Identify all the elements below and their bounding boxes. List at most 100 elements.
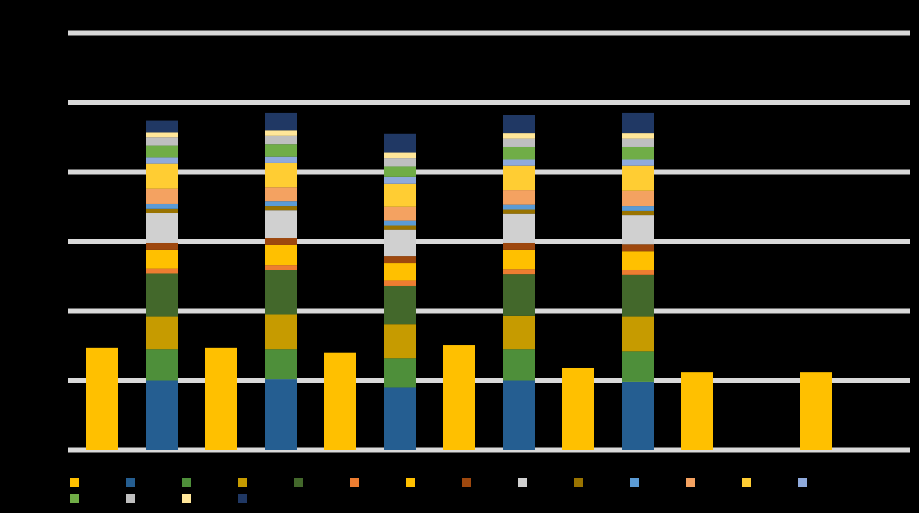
stack-segment: [503, 242, 535, 250]
stack-segment: [265, 379, 297, 450]
stack-segment: [622, 206, 654, 211]
stack-segment: [622, 351, 654, 382]
stack-segment: [622, 112, 654, 134]
stack-segment: [265, 269, 297, 315]
stack-segment: [384, 263, 416, 281]
stack-segment: [384, 225, 416, 230]
bar: [205, 347, 237, 450]
stack-segment: [265, 349, 297, 380]
stack-segment: [265, 112, 297, 131]
stack-segment: [622, 269, 654, 275]
stack-segment: [384, 133, 416, 153]
stack-segment: [265, 314, 297, 350]
legend-swatch: [742, 478, 751, 487]
stack-segment: [384, 220, 416, 226]
stack-segment: [146, 132, 178, 138]
bar: [681, 372, 713, 450]
stack-segment: [384, 387, 416, 450]
stack-segment: [146, 208, 178, 214]
stack-segment: [622, 190, 654, 207]
legend-swatch: [406, 478, 415, 487]
legend-swatch: [630, 478, 639, 487]
stack-segment: [503, 115, 535, 134]
legend-swatch: [126, 494, 135, 503]
stack-segment: [503, 146, 535, 160]
stack-segment: [622, 381, 654, 450]
stack-segment: [622, 146, 654, 160]
stack-segment: [265, 135, 297, 145]
stack-segment: [265, 187, 297, 202]
stack-segment: [622, 316, 654, 352]
legend-swatch: [182, 494, 191, 503]
stack-segment: [265, 238, 297, 245]
stack-segment: [146, 188, 178, 204]
stack-segment: [384, 152, 416, 159]
stack-segment: [622, 244, 654, 252]
stack-segment: [265, 130, 297, 136]
stack-segment: [146, 120, 178, 133]
stack-segment: [384, 166, 416, 177]
stack-segment: [146, 213, 178, 243]
stack-segment: [265, 244, 297, 266]
legend-swatch: [126, 478, 135, 487]
stack-segment: [503, 209, 535, 214]
stack-segment: [146, 203, 178, 209]
legend-swatch: [350, 478, 359, 487]
stack-segment: [384, 285, 416, 325]
stack-segment: [265, 206, 297, 211]
stack-segment: [384, 358, 416, 388]
legend-swatch: [686, 478, 695, 487]
stack-segment: [503, 204, 535, 210]
legend-swatch: [182, 478, 191, 487]
legend-swatch: [70, 478, 79, 487]
bar: [324, 352, 356, 450]
stack-segment: [622, 133, 654, 139]
legend-swatch: [294, 478, 303, 487]
bar: [562, 367, 594, 450]
stack-segment: [622, 274, 654, 317]
stack-segment: [146, 349, 178, 381]
stack-segment: [265, 162, 297, 188]
stack-segment: [503, 138, 535, 147]
bar: [800, 372, 832, 450]
stack-segment: [146, 249, 178, 269]
stack-segment: [622, 210, 654, 216]
stack-segment: [146, 163, 178, 189]
stack-segment: [503, 165, 535, 191]
stack-segment: [503, 249, 535, 270]
stack-segment: [503, 133, 535, 139]
stack-segment: [384, 324, 416, 359]
stack-segment: [384, 229, 416, 257]
stack-segment: [622, 165, 654, 191]
stack-segment: [265, 144, 297, 157]
stack-segment: [503, 269, 535, 275]
stack-segment: [622, 159, 654, 166]
bar: [443, 345, 475, 450]
stack-segment: [265, 156, 297, 163]
stack-segment: [503, 213, 535, 243]
stack-segment: [265, 201, 297, 207]
legend-swatch: [518, 478, 527, 487]
stack-segment: [384, 183, 416, 207]
stack-segment: [384, 206, 416, 221]
stack-segment: [622, 215, 654, 245]
stack-segment: [265, 265, 297, 270]
legend-swatch: [70, 494, 79, 503]
stack-segment: [503, 159, 535, 166]
stack-segment: [146, 242, 178, 250]
stack-segment: [384, 280, 416, 286]
stack-segment: [384, 176, 416, 184]
stack-segment: [503, 190, 535, 205]
stack-segment: [503, 315, 535, 350]
stack-segment: [384, 256, 416, 264]
stack-segment: [146, 268, 178, 274]
stack-segment: [265, 210, 297, 239]
stack-segment: [146, 137, 178, 146]
stack-segment: [146, 273, 178, 317]
legend-swatch: [574, 478, 583, 487]
stack-segment: [146, 380, 178, 450]
legend-swatch: [238, 478, 247, 487]
stack-segment: [146, 316, 178, 350]
stack-segment: [622, 138, 654, 147]
